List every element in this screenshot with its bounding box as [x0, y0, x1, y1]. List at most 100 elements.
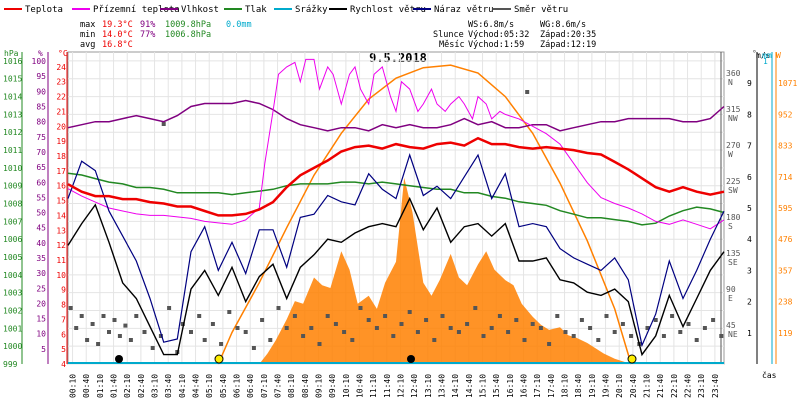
- tick-time: 15:40: [492, 374, 501, 398]
- series-prizemni: [67, 58, 725, 230]
- wind-direction-point: [317, 342, 322, 346]
- tick-time: 16:10: [506, 374, 515, 398]
- axis-unit-time: čas: [762, 370, 777, 380]
- wind-direction-point: [465, 322, 470, 326]
- wind-direction-point: [653, 318, 658, 322]
- wind-direction-point: [276, 306, 281, 310]
- wind-direction-point: [694, 338, 699, 342]
- tick-time: 08:10: [287, 374, 296, 398]
- wind-direction-point: [96, 342, 101, 346]
- tick-time: 00:40: [82, 374, 91, 398]
- tick-time: 12:40: [410, 374, 419, 398]
- wind-direction-point: [117, 334, 122, 338]
- tick-time: 09:40: [328, 374, 337, 398]
- wind-direction-point: [432, 338, 437, 342]
- tick-hpa: 1015: [3, 75, 22, 84]
- tick-pct: 15: [36, 315, 46, 324]
- wind-direction-point: [150, 346, 155, 350]
- tick-time: 23:10: [697, 374, 706, 398]
- tick-pct: 50: [36, 209, 46, 218]
- stat-avg-label: avg: [80, 40, 95, 50]
- wind-direction-point: [702, 326, 707, 330]
- wind-direction-point: [522, 338, 527, 342]
- tick-pct: 70: [36, 148, 46, 157]
- stat-ws: WS:6.8m/s: [468, 20, 514, 30]
- axis-unit-c: °C: [58, 49, 68, 58]
- wind-direction-point: [202, 338, 207, 342]
- wind-direction-point: [670, 314, 675, 318]
- wind-direction-point: [260, 318, 265, 322]
- tick-time: 04:40: [192, 374, 201, 398]
- tick-time: 18:40: [574, 374, 583, 398]
- tick-solar: 476: [778, 235, 793, 244]
- tick-time: 23:40: [711, 374, 720, 398]
- tick-direction-name: NE: [728, 330, 738, 339]
- tick-pct: 30: [36, 269, 46, 278]
- wind-direction-point: [301, 334, 306, 338]
- tick-c: 11: [56, 256, 66, 265]
- tick-hpa: 1003: [3, 289, 22, 298]
- wind-direction-point: [407, 310, 412, 314]
- axis-unit-pct: %: [38, 49, 43, 58]
- tick-c: 23: [56, 78, 66, 87]
- stat-min-hum: 77%: [140, 30, 155, 40]
- series-naraz: [67, 153, 725, 348]
- tick-c: 6: [61, 330, 66, 339]
- tick-direction: 270: [726, 141, 741, 150]
- wind-direction-point: [620, 322, 625, 326]
- tick-solar: 952: [778, 110, 793, 119]
- wind-direction-point: [350, 338, 355, 342]
- tick-c: 19: [56, 137, 66, 146]
- legend-teplota: Teplota: [25, 5, 63, 15]
- tick-solar: 1071: [778, 79, 797, 88]
- wind-direction-point: [481, 334, 486, 338]
- tick-pct: 100: [32, 57, 47, 66]
- tick-pct: 60: [36, 178, 46, 187]
- tick-hpa: 1004: [3, 271, 22, 280]
- chart-title: 9.5.2018: [369, 51, 427, 65]
- tick-direction: 135: [726, 249, 741, 258]
- tick-pct: 75: [36, 133, 46, 142]
- wind-direction-point: [309, 326, 314, 330]
- axis-unit-w: W: [776, 51, 781, 60]
- tick-direction-name: E: [728, 294, 733, 303]
- tick-pct: 5: [41, 345, 46, 354]
- tick-time: 11:40: [383, 374, 392, 398]
- stat-wg: WG:8.6m/s: [540, 20, 586, 30]
- tick-hpa: 1000: [3, 342, 22, 351]
- tick-hpa: 1007: [3, 217, 22, 226]
- wind-direction-point: [686, 322, 691, 326]
- tick-wind: 8: [747, 110, 752, 119]
- tick-time: 06:10: [233, 374, 242, 398]
- tick-wind: 6: [747, 173, 752, 182]
- tick-c: 4: [61, 360, 66, 369]
- series-vlhkost: [67, 99, 725, 132]
- stat-max-label: max: [80, 20, 95, 30]
- tick-wind: 4: [747, 235, 752, 244]
- solar-theoretical-line: [217, 64, 632, 365]
- wind-direction-point: [180, 322, 185, 326]
- tick-direction: 225: [726, 177, 741, 186]
- axis-unit-ms: m/s: [756, 51, 771, 60]
- wind-direction-point: [134, 314, 139, 318]
- tick-direction-name: N: [728, 78, 733, 87]
- moon-sun-markers: [115, 354, 637, 364]
- tick-hpa: 1014: [3, 93, 22, 102]
- wind-direction-point: [579, 318, 584, 322]
- stat-max-rain: 0.0mm: [226, 20, 252, 30]
- tick-solar: 833: [778, 142, 793, 151]
- legend-srazky: Srážky: [295, 5, 328, 15]
- wind-direction-point: [107, 330, 111, 334]
- tick-hpa: 1005: [3, 253, 22, 262]
- tick-hpa: 1016: [3, 57, 22, 66]
- tick-direction-name: SW: [728, 186, 738, 195]
- axes: 1016101510141013101210111010100910081007…: [3, 52, 797, 398]
- tick-time: 11:10: [369, 374, 378, 398]
- wind-direction-point: [629, 334, 634, 338]
- tick-hpa: 1013: [3, 110, 22, 119]
- tick-time: 00:10: [69, 374, 78, 398]
- wind-direction-point: [79, 314, 84, 318]
- wind-direction-point: [538, 326, 543, 330]
- legend-smer: Směr větru: [514, 5, 568, 15]
- tick-c: 7: [61, 315, 66, 324]
